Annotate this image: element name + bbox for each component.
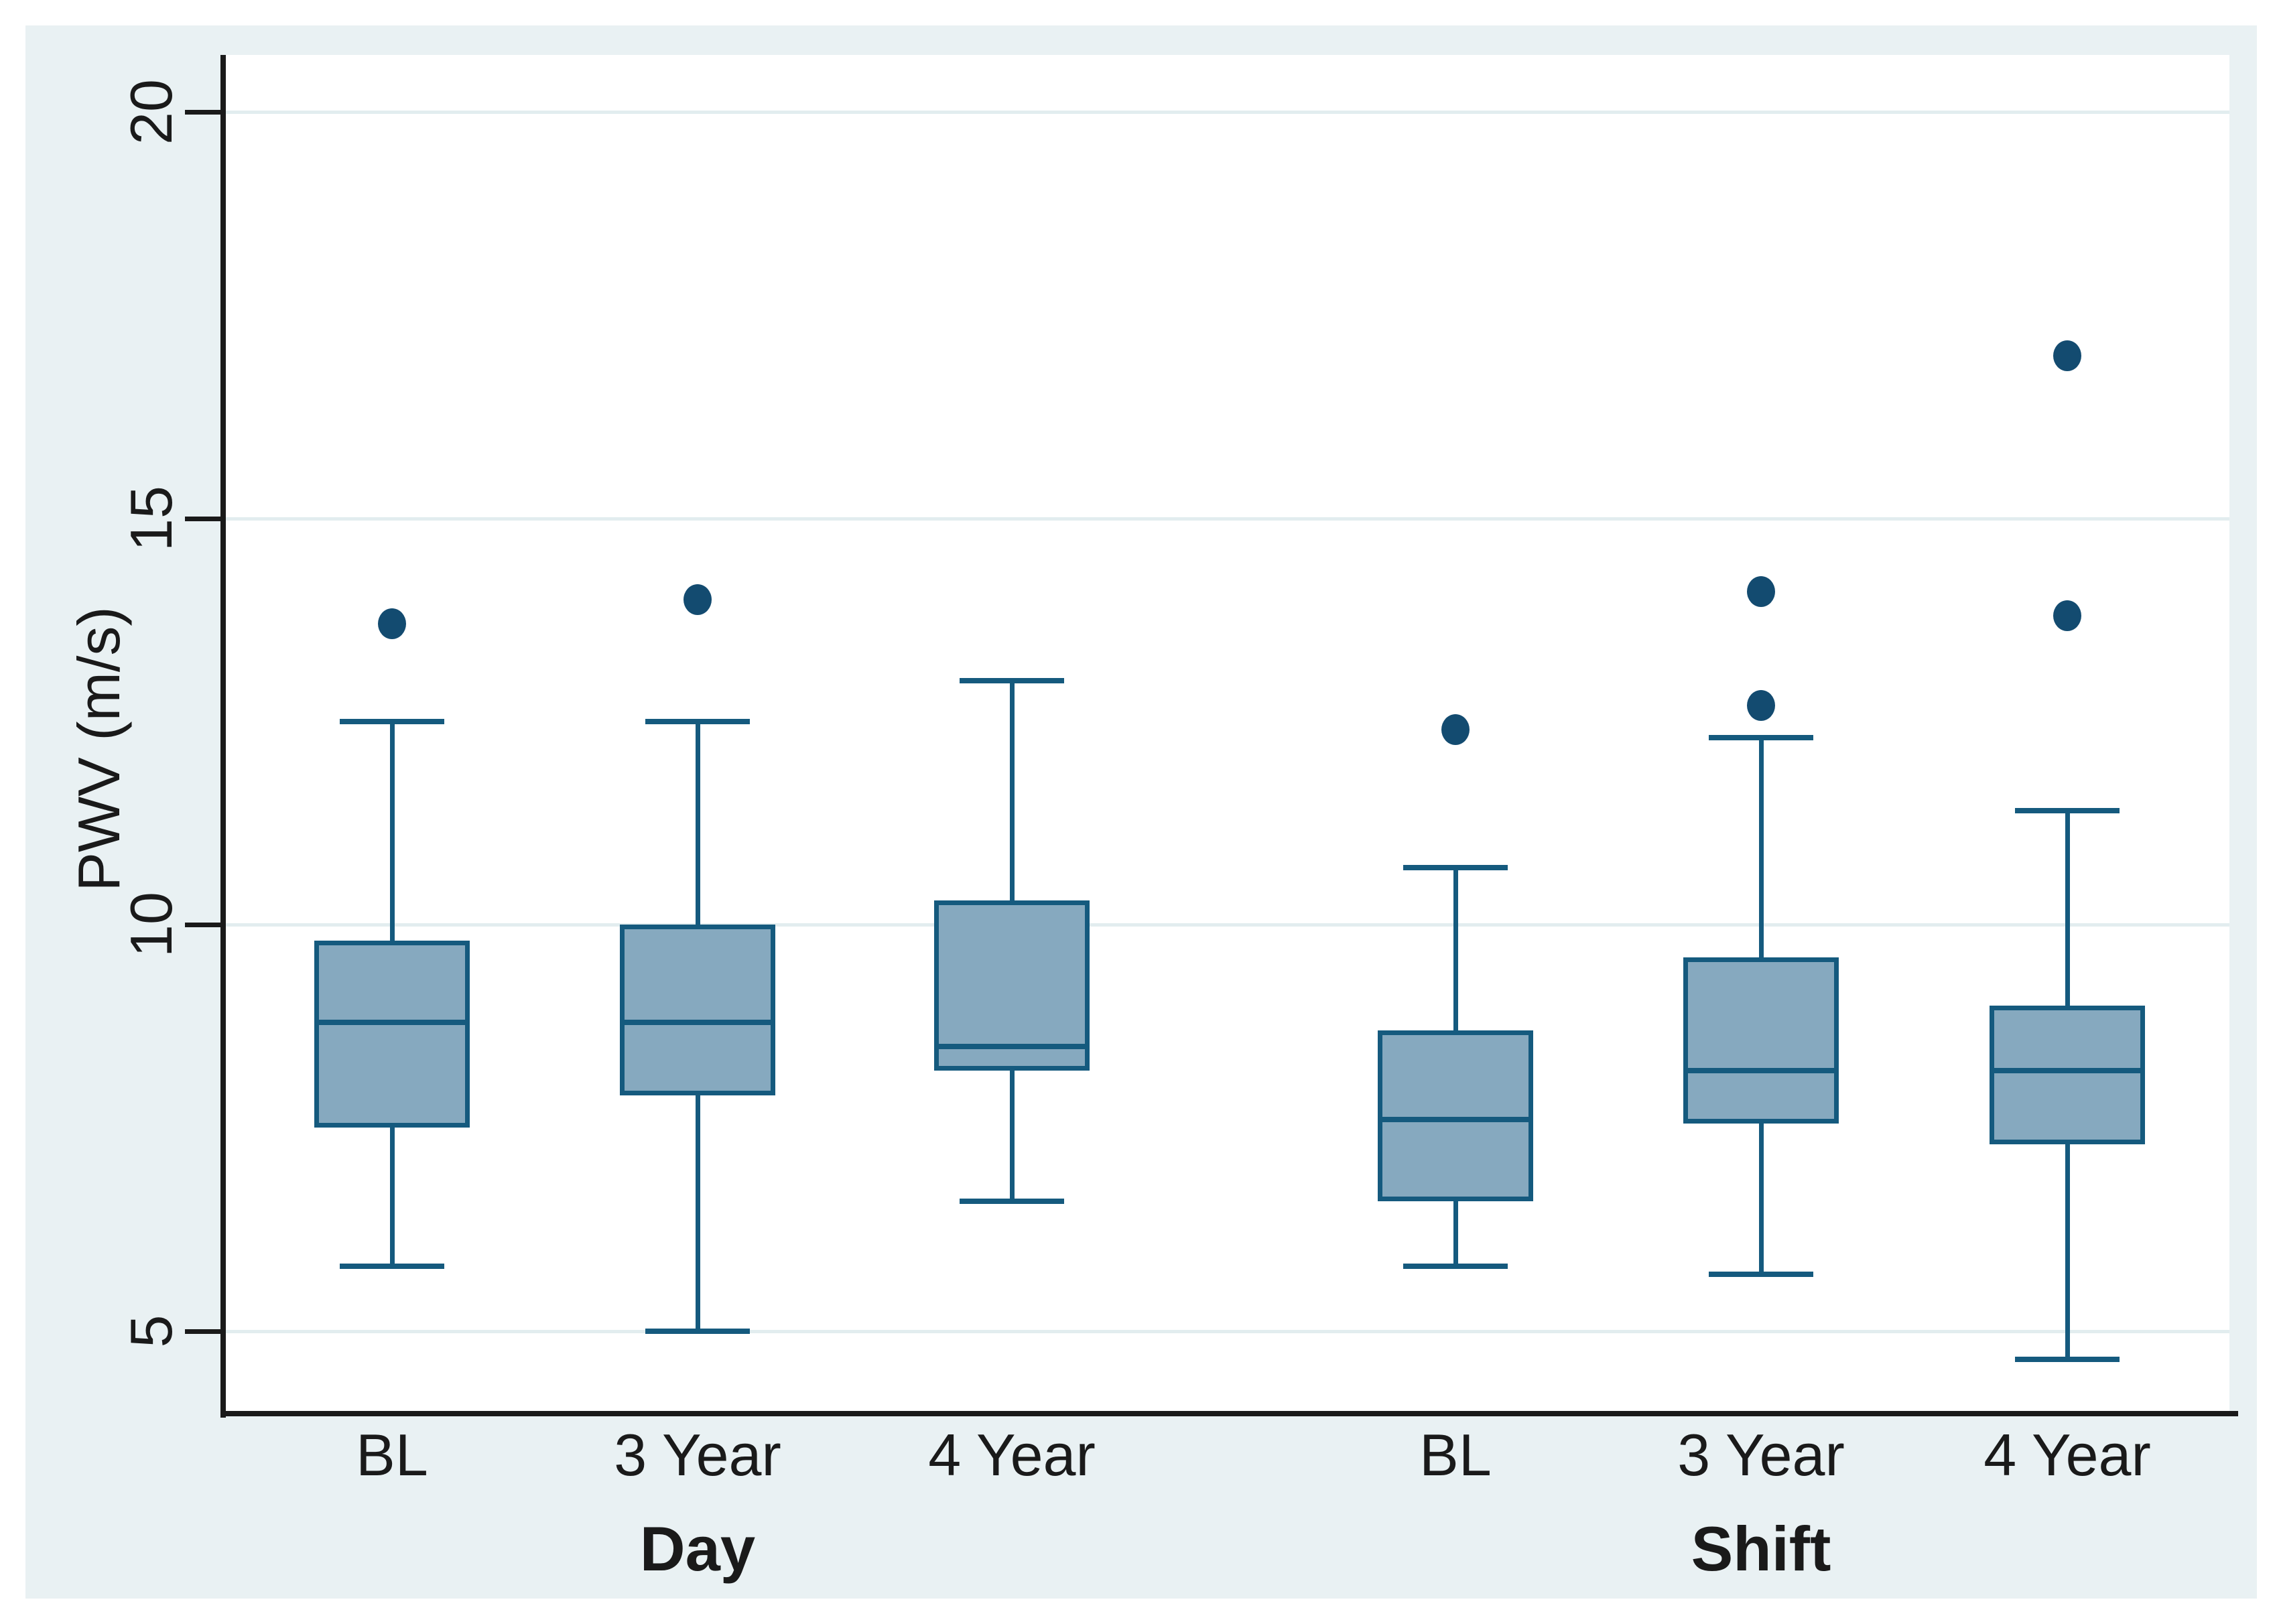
plot-area: [225, 55, 2229, 1412]
outlier-dot: [2053, 600, 2081, 632]
y-gridline: [225, 923, 2229, 927]
x-category-label: 4 Year: [928, 1422, 1096, 1488]
whisker-lower-stem: [1010, 1071, 1015, 1201]
box-median-line: [1683, 1068, 1839, 1074]
whisker-lower-cap: [1403, 1263, 1508, 1269]
outlier-dot: [684, 584, 712, 615]
box-median-line: [314, 1019, 470, 1025]
whisker-upper-cap: [340, 718, 444, 724]
y-tick-label: 20: [118, 78, 184, 145]
outlier-dot: [2053, 340, 2081, 371]
whisker-lower-stem: [696, 1095, 700, 1331]
whisker-upper-stem: [696, 721, 700, 925]
box-iqr: [934, 900, 1090, 1071]
whisker-upper-stem: [2065, 811, 2070, 1006]
y-axis-line: [220, 55, 226, 1418]
x-axis-line: [220, 1411, 2238, 1416]
whisker-upper-cap: [960, 678, 1064, 684]
y-gridline: [225, 1329, 2229, 1333]
x-category-label: BL: [1419, 1422, 1492, 1488]
y-axis-title: PWV (m/s): [66, 606, 132, 892]
box-median-line: [1990, 1068, 2145, 1074]
whisker-upper-stem: [1453, 868, 1458, 1030]
box-iqr: [1378, 1030, 1533, 1201]
y-tick-label: 5: [118, 1314, 184, 1348]
whisker-lower-stem: [2065, 1144, 2070, 1360]
y-tick-mark: [185, 516, 225, 521]
whisker-upper-cap: [645, 718, 750, 724]
x-group-label: Day: [639, 1513, 756, 1584]
y-tick-mark: [185, 109, 225, 115]
box-median-line: [620, 1019, 775, 1025]
whisker-lower-cap: [2015, 1357, 2120, 1363]
whisker-lower-stem: [1759, 1124, 1764, 1274]
box-iqr: [1683, 957, 1839, 1124]
y-tick-label: 15: [118, 485, 184, 551]
outlier-dot: [1747, 576, 1775, 607]
box-iqr: [620, 925, 775, 1095]
y-gridline: [225, 517, 2229, 521]
y-gridline: [225, 110, 2229, 114]
x-category-label: 4 Year: [1983, 1422, 2151, 1488]
outlier-dot: [378, 608, 406, 640]
x-category-label: 3 Year: [614, 1422, 781, 1488]
box-median-line: [1378, 1117, 1533, 1123]
whisker-lower-cap: [645, 1328, 750, 1334]
whisker-lower-cap: [340, 1263, 444, 1269]
whisker-upper-cap: [2015, 808, 2120, 814]
whisker-lower-stem: [1453, 1201, 1458, 1266]
outlier-dot: [1441, 714, 1470, 745]
whisker-upper-cap: [1709, 735, 1813, 741]
outlier-dot: [1747, 689, 1775, 721]
box-iqr: [1990, 1006, 2145, 1144]
y-tick-mark: [185, 1329, 225, 1334]
whisker-lower-cap: [960, 1198, 1064, 1204]
x-group-label: Shift: [1691, 1513, 1831, 1584]
y-tick-mark: [185, 923, 225, 928]
x-category-label: 3 Year: [1677, 1422, 1845, 1488]
whisker-upper-cap: [1403, 865, 1508, 871]
whisker-lower-cap: [1709, 1271, 1813, 1277]
x-category-label: BL: [356, 1422, 428, 1488]
whisker-lower-stem: [390, 1128, 395, 1266]
box-iqr: [314, 941, 470, 1128]
box-median-line: [934, 1044, 1090, 1050]
whisker-upper-stem: [390, 721, 395, 941]
y-tick-label: 10: [118, 892, 184, 958]
whisker-upper-stem: [1759, 738, 1764, 957]
whisker-upper-stem: [1010, 681, 1015, 900]
